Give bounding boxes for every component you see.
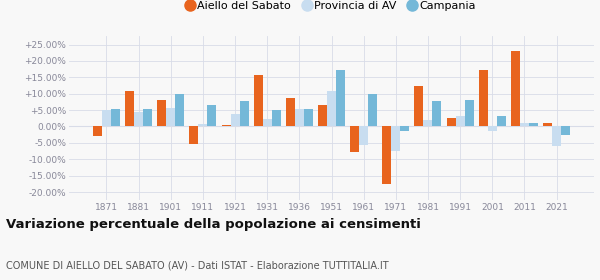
Bar (125, 91, 134, 127)
Bar (511, 51, 520, 127)
Bar (190, 127, 199, 144)
Bar (102, 110, 111, 127)
Bar (93, 127, 102, 136)
Bar (304, 109, 313, 127)
Bar (295, 109, 304, 127)
Text: COMUNE DI AIELLO DEL SABATO (AV) - Dati ISTAT - Elaborazione TUTTITALIA.IT: COMUNE DI AIELLO DEL SABATO (AV) - Dati … (6, 260, 389, 270)
Bar (199, 124, 208, 127)
Bar (455, 116, 464, 127)
Bar (239, 101, 248, 127)
Bar (400, 127, 409, 131)
Bar (415, 86, 424, 127)
Bar (157, 100, 166, 127)
Bar (134, 112, 143, 127)
Bar (391, 127, 400, 151)
Bar (446, 118, 455, 127)
Bar (368, 94, 377, 127)
Bar (350, 127, 359, 152)
Bar (543, 123, 552, 127)
Bar (359, 127, 368, 144)
Bar (552, 127, 561, 146)
Bar (520, 123, 529, 127)
Bar (221, 125, 230, 127)
Bar (327, 91, 336, 127)
Bar (382, 127, 391, 184)
Bar (529, 123, 538, 127)
Bar (424, 120, 433, 127)
Bar (488, 127, 497, 131)
Bar (208, 105, 217, 127)
Bar (479, 70, 488, 127)
Bar (254, 75, 263, 127)
Bar (561, 127, 570, 135)
Bar (286, 98, 295, 127)
Bar (433, 101, 442, 127)
Legend: Aiello del Sabato, Provincia di AV, Campania: Aiello del Sabato, Provincia di AV, Camp… (182, 0, 481, 15)
Bar (175, 94, 184, 127)
Bar (272, 110, 281, 127)
Bar (318, 105, 327, 127)
Bar (166, 108, 175, 127)
Bar (263, 119, 272, 127)
Text: Variazione percentuale della popolazione ai censimenti: Variazione percentuale della popolazione… (6, 218, 421, 231)
Bar (497, 116, 506, 127)
Bar (230, 114, 239, 127)
Bar (111, 109, 120, 127)
Bar (336, 70, 345, 127)
Bar (143, 109, 152, 127)
Bar (464, 100, 473, 127)
